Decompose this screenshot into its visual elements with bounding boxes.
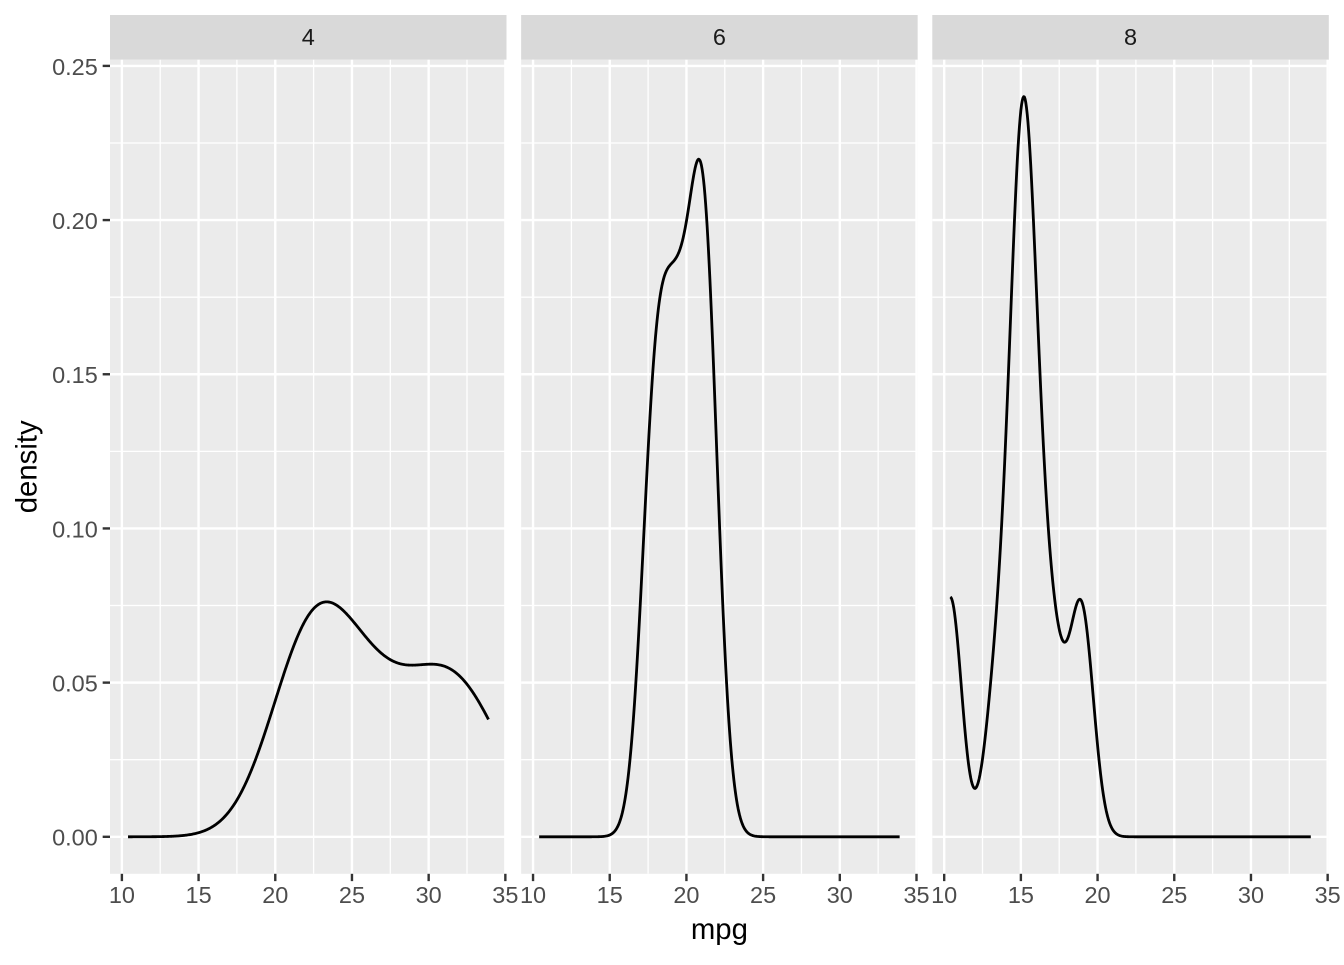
svg-text:0.05: 0.05	[52, 671, 98, 697]
svg-text:20: 20	[673, 882, 699, 908]
svg-text:0.00: 0.00	[52, 825, 98, 851]
svg-text:4: 4	[302, 24, 315, 50]
svg-text:0.20: 0.20	[52, 208, 98, 234]
svg-text:density: density	[11, 420, 44, 513]
svg-text:0.10: 0.10	[52, 516, 98, 542]
svg-text:35: 35	[492, 882, 518, 908]
svg-text:10: 10	[931, 882, 957, 908]
svg-text:35: 35	[1315, 882, 1341, 908]
svg-text:20: 20	[1085, 882, 1111, 908]
svg-text:35: 35	[903, 882, 929, 908]
svg-text:25: 25	[750, 882, 776, 908]
svg-text:30: 30	[1238, 882, 1264, 908]
svg-text:15: 15	[186, 882, 212, 908]
svg-text:0.15: 0.15	[52, 362, 98, 388]
svg-text:10: 10	[520, 882, 546, 908]
svg-text:mpg: mpg	[691, 913, 748, 946]
svg-text:30: 30	[827, 882, 853, 908]
svg-text:8: 8	[1124, 24, 1137, 50]
svg-text:20: 20	[262, 882, 288, 908]
svg-text:15: 15	[1008, 882, 1034, 908]
svg-text:25: 25	[1161, 882, 1187, 908]
svg-text:25: 25	[339, 882, 365, 908]
svg-text:0.25: 0.25	[52, 54, 98, 80]
svg-text:10: 10	[109, 882, 135, 908]
svg-text:6: 6	[713, 24, 726, 50]
svg-text:15: 15	[597, 882, 623, 908]
svg-text:30: 30	[416, 882, 442, 908]
